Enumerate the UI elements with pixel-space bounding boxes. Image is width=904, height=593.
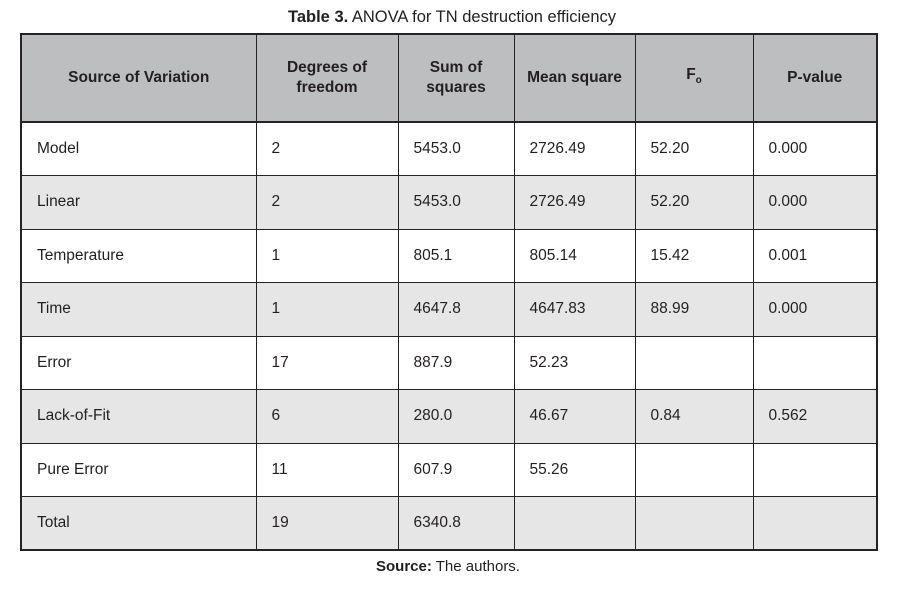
f-label: F [686, 66, 696, 83]
table-cell [634, 335, 754, 390]
table-row: Model 2 5453.0 2726.49 52.20 0.000 [20, 121, 878, 176]
table-cell: 52.20 [634, 121, 754, 176]
table-cell: 46.67 [513, 389, 636, 444]
table-cell: 55.26 [513, 442, 636, 497]
table-cell [752, 335, 878, 390]
table-cell: 15.42 [634, 228, 754, 283]
table-row: Error 17 887.9 52.23 [20, 335, 878, 390]
table-caption-label: Table 3. [287, 8, 349, 26]
row-label: Model [20, 121, 257, 176]
table-cell: 6340.8 [397, 496, 515, 551]
row-label: Temperature [20, 228, 257, 283]
table-row: Time 1 4647.8 4647.83 88.99 0.000 [20, 282, 878, 337]
table-row: Pure Error 11 607.9 55.26 [20, 442, 878, 497]
table-row: Total 19 6340.8 [20, 496, 878, 551]
source-note: Source: The authors. [20, 558, 876, 575]
col-header-sum-of-squares: Sum of squares [397, 33, 515, 123]
table-row: Linear 2 5453.0 2726.49 52.20 0.000 [20, 175, 878, 230]
table-cell: 2726.49 [513, 175, 636, 230]
table-cell: 805.1 [397, 228, 515, 283]
row-label: Total [20, 496, 257, 551]
table-cell: 607.9 [397, 442, 515, 497]
table-cell: 0.562 [752, 389, 878, 444]
table-cell: 0.000 [752, 121, 878, 176]
table-cell: 0.84 [634, 389, 754, 444]
row-label: Linear [20, 175, 257, 230]
table-cell: 17 [255, 335, 399, 390]
source-note-text: The authors. [435, 558, 520, 575]
anova-table: Source of Variation Degrees of freedom S… [20, 33, 878, 551]
table-cell: 6 [255, 389, 399, 444]
table-cell [513, 496, 636, 551]
table-cell: 0.001 [752, 228, 878, 283]
col-header-p-value: P-value [752, 33, 878, 123]
row-label: Lack-of-Fit [20, 389, 257, 444]
table-cell: 4647.83 [513, 282, 636, 337]
row-label: Pure Error [20, 442, 257, 497]
table-cell: 5453.0 [397, 121, 515, 176]
row-label: Time [20, 282, 257, 337]
col-header-degrees-of-freedom: Degrees of freedom [255, 33, 399, 123]
header-row: Source of Variation Degrees of freedom S… [20, 33, 878, 123]
f-subscript: o [695, 75, 702, 86]
row-label: Error [20, 335, 257, 390]
table-cell: 52.20 [634, 175, 754, 230]
table-row: Lack-of-Fit 6 280.0 46.67 0.84 0.562 [20, 389, 878, 444]
table-cell [634, 442, 754, 497]
source-note-label: Source: [376, 558, 432, 575]
table-cell [752, 496, 878, 551]
table-cell: 280.0 [397, 389, 515, 444]
table-cell: 2726.49 [513, 121, 636, 176]
table-cell: 11 [255, 442, 399, 497]
table-cell: 0.000 [752, 282, 878, 337]
table-cell: 88.99 [634, 282, 754, 337]
table-caption-text: ANOVA for TN destruction efficiency [351, 8, 617, 26]
table-cell: 52.23 [513, 335, 636, 390]
table-cell: 4647.8 [397, 282, 515, 337]
table-cell: 19 [255, 496, 399, 551]
table-caption: Table 3. ANOVA for TN destruction effici… [0, 0, 904, 27]
table-cell: 805.14 [513, 228, 636, 283]
table-cell [634, 496, 754, 551]
table-cell [752, 442, 878, 497]
table-cell: 2 [255, 175, 399, 230]
table-cell: 0.000 [752, 175, 878, 230]
table-cell: 1 [255, 228, 399, 283]
table-row: Temperature 1 805.1 805.14 15.42 0.001 [20, 228, 878, 283]
col-header-mean-square: Mean square [513, 33, 636, 123]
table-cell: 2 [255, 121, 399, 176]
col-header-f0: Fo [634, 33, 754, 123]
table-cell: 887.9 [397, 335, 515, 390]
table-cell: 5453.0 [397, 175, 515, 230]
table-cell: 1 [255, 282, 399, 337]
col-header-source-of-variation: Source of Variation [20, 33, 257, 123]
